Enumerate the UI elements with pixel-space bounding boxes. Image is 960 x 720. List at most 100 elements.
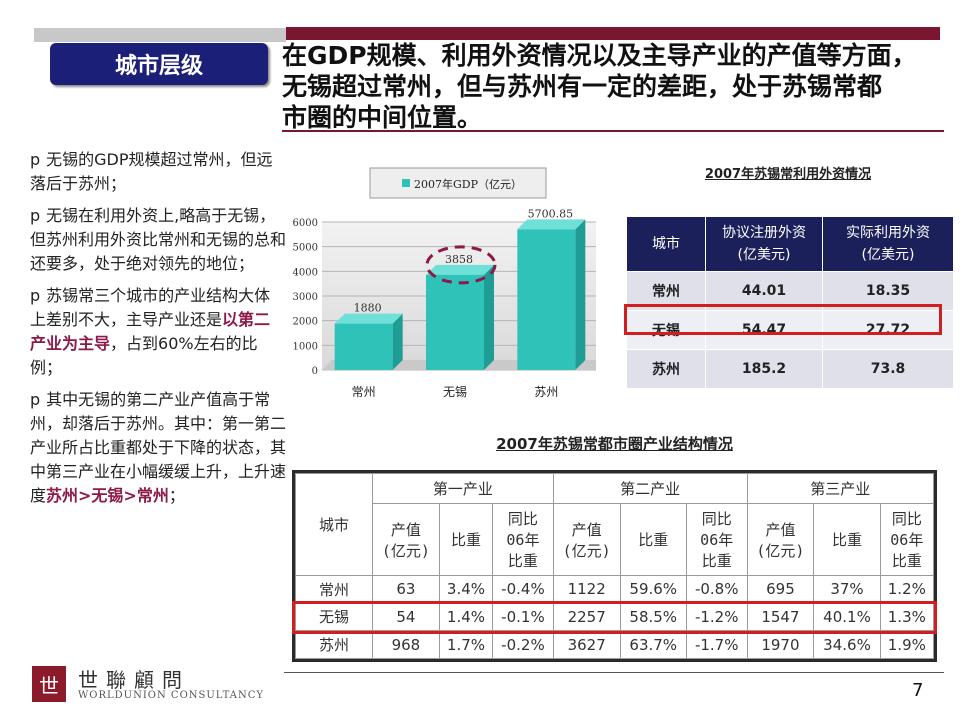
column-header: 实际利用外资 (亿美元) — [822, 216, 954, 272]
legend-label: 2007年GDP（亿元） — [414, 177, 522, 191]
table-row: 苏州 968 1.7% -0.2% 3627 63.7% -1.7% 1970 … — [295, 630, 935, 659]
bar-value-label: 1880 — [354, 302, 382, 315]
x-axis: 常州 无锡 苏州 — [352, 384, 559, 399]
table-cell: 968 — [372, 630, 440, 659]
table-row: 常州 63 3.4% -0.4% 1122 59.6% -0.8% 695 37… — [295, 575, 935, 604]
fdi-table: 城市 协议注册外资 (亿美元) 实际利用外资 (亿美元) 常州 44.01 18.3… — [626, 216, 954, 389]
y-tick-label: 5000 — [293, 243, 318, 254]
y-tick-label: 2000 — [293, 317, 318, 328]
headline-line: 在GDP规模、利用外资情况以及主导产业的产值等方面， — [282, 41, 917, 70]
table-cell: 73.8 — [822, 349, 954, 389]
column-header: 同比 06年 比重 — [492, 503, 554, 576]
table-cell: 63 — [372, 575, 440, 604]
table-subheader-row: 产值 (亿元) 比重 同比 06年 比重 产值 (亿元) 比重 同比 06年 比重 产值 (亿… — [296, 503, 935, 576]
x-tick-label: 常州 — [352, 385, 376, 399]
table-cell: 185.2 — [705, 349, 823, 389]
bars: 1880 3858 5700.85 — [334, 207, 586, 370]
x-tick-label: 无锡 — [443, 384, 467, 399]
table-cell: 63.7% — [619, 630, 687, 659]
table-cell: 1.7% — [438, 630, 494, 659]
bullet-text: 其中无锡的第二产业产值高于常州，却落后于苏州。其中：第一第二产业所占比重都处于下… — [30, 390, 287, 505]
column-header: 同比 06年 比重 — [879, 503, 935, 576]
industry-table: 城市 第一产业 第二产业 第三产业 产值 (亿元) 比重 同比 06年 比重 产值 (亿… — [295, 473, 935, 659]
table-cell: 1.2% — [879, 575, 935, 604]
x-tick-label: 苏州 — [534, 385, 558, 399]
bar-side — [575, 219, 586, 370]
table-cell: 1970 — [746, 630, 815, 659]
footer-rule — [284, 672, 944, 673]
column-header: 城市 — [295, 473, 373, 576]
page-number: 7 — [912, 680, 924, 701]
table-row: 无锡 54 1.4% -0.1% 2257 58.5% -1.2% 1547 4… — [295, 602, 935, 632]
company-name-en: WORLDUNION CONSULTANCY — [78, 690, 264, 701]
bar — [426, 274, 484, 370]
bullet-list: p 无锡的GDP规模超过常州，但远落后于苏州； p 无锡在利用外资上,略高于无锡，但… — [30, 148, 286, 516]
headline-rule — [282, 130, 944, 132]
table-cell: 37% — [813, 575, 881, 604]
y-tick-label: 0 — [312, 366, 318, 377]
bullet-item: p 无锡在利用外资上,略高于无锡，但苏州利用外资比常州和无锡的总和还要多，处于绝对… — [30, 204, 286, 276]
bar-top — [426, 264, 494, 275]
table-cell: -0.2% — [492, 630, 554, 659]
table-cell: 3627 — [552, 630, 621, 659]
table-cell: 27.72 — [822, 310, 954, 350]
table-cell: 1.3% — [879, 602, 935, 632]
column-group-header: 第一产业 — [372, 473, 554, 504]
column-group-header: 第三产业 — [746, 473, 935, 504]
industry-table-frame: 城市 第一产业 第二产业 第三产业 产值 (亿元) 比重 同比 06年 比重 产值 (亿… — [292, 470, 937, 662]
column-header: 城市 — [626, 216, 706, 272]
industry-row-highlight — [292, 601, 937, 634]
column-header: 比重 — [813, 503, 881, 576]
table-cell: 1122 — [552, 575, 621, 604]
table-cell: 苏州 — [295, 630, 373, 659]
bar-value-label: 3858 — [445, 253, 473, 266]
bar-top — [517, 219, 586, 230]
highlight-circle — [425, 245, 497, 285]
top-bar-gray — [34, 28, 286, 42]
company-name-cn: 世聯顧問 — [78, 668, 190, 692]
column-header: 产值 (亿元) — [746, 503, 815, 576]
bullet-text: ； — [168, 486, 185, 505]
table-row: 苏州 185.2 73.8 — [626, 349, 954, 389]
company-logo: 世 — [32, 666, 66, 702]
headline-line: 无锡超过常州，但与苏州有一定的差距，处于苏锡常都 — [282, 72, 883, 101]
table-cell: -0.4% — [492, 575, 554, 604]
bullet-item: p 无锡的GDP规模超过常州，但远落后于苏州； — [30, 148, 286, 196]
y-tick-label: 1000 — [293, 341, 318, 352]
table-cell: 无锡 — [626, 310, 706, 350]
section-label: 城市层级 — [50, 43, 268, 85]
column-header: 同比 06年 比重 — [685, 503, 748, 576]
bullet-text: ，占到60%左右的比例； — [30, 334, 258, 377]
column-header: 协议注册外资 (亿美元) — [705, 216, 823, 272]
column-header: 比重 — [619, 503, 687, 576]
bullet-text: 无锡在利用外资上,略高于无锡，但苏州利用外资比常州和无锡的总和还要多，处于绝对领… — [30, 206, 287, 273]
y-tick-label: 6000 — [293, 218, 318, 229]
legend-swatch — [402, 179, 410, 187]
column-header: 产值 (亿元) — [372, 503, 440, 576]
top-bar-red — [286, 27, 940, 40]
table-cell: 59.6% — [619, 575, 687, 604]
bullet-highlight: 苏州>无锡>常州 — [46, 486, 169, 505]
bullet-highlight: 以第二产业为主导 — [30, 310, 271, 353]
bar-top — [334, 313, 403, 324]
table-cell: 常州 — [295, 575, 373, 604]
table-cell: 3.4% — [438, 575, 494, 604]
bullet-mark: p — [30, 150, 41, 169]
table-cell: 2257 — [552, 602, 621, 632]
y-axis: 0 1000 2000 3000 4000 5000 6000 — [293, 218, 318, 377]
table-row: 无锡 54.47 27.72 — [626, 310, 954, 350]
headline: 在GDP规模、利用外资情况以及主导产业的产值等方面， 无锡超过常州，但与苏州有一… — [282, 40, 942, 133]
y-tick-label: 3000 — [293, 292, 318, 303]
bar-side — [392, 313, 403, 370]
bar — [517, 229, 576, 370]
bullet-mark: p — [30, 390, 41, 409]
y-tick-label: 4000 — [293, 267, 318, 278]
column-group-header: 第二产业 — [552, 473, 748, 504]
table-group-row: 城市 第一产业 第二产业 第三产业 — [295, 473, 935, 576]
table-cell: -1.7% — [685, 630, 748, 659]
fdi-row-highlight — [624, 304, 942, 335]
bar-value-label: 5700.85 — [528, 207, 574, 220]
headline-line: 市圈的中间位置。 — [282, 103, 483, 132]
table-cell: 1.9% — [879, 630, 935, 659]
bar-side — [484, 264, 494, 370]
